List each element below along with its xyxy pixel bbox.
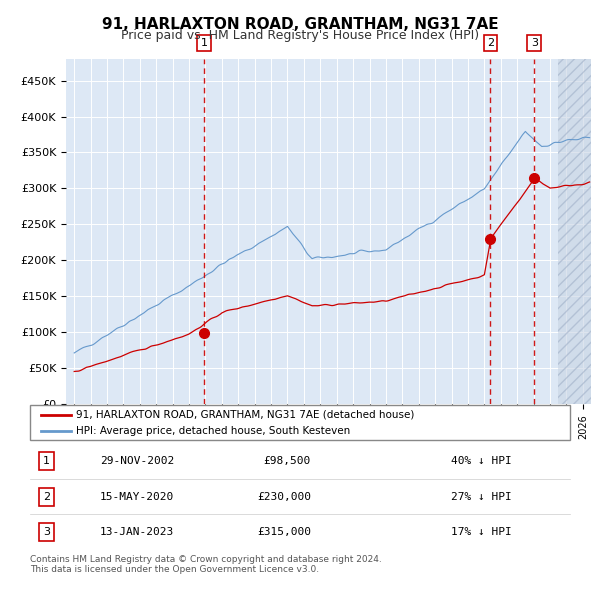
Text: 91, HARLAXTON ROAD, GRANTHAM, NG31 7AE: 91, HARLAXTON ROAD, GRANTHAM, NG31 7AE [101, 17, 499, 31]
Bar [558, 59, 591, 404]
Text: 1: 1 [43, 457, 50, 466]
Text: 91, HARLAXTON ROAD, GRANTHAM, NG31 7AE (detached house): 91, HARLAXTON ROAD, GRANTHAM, NG31 7AE (… [76, 410, 414, 420]
Text: 2: 2 [43, 492, 50, 502]
Text: 17% ↓ HPI: 17% ↓ HPI [451, 527, 512, 537]
Text: £230,000: £230,000 [257, 492, 311, 502]
Text: £98,500: £98,500 [263, 457, 311, 466]
Text: HPI: Average price, detached house, South Kesteven: HPI: Average price, detached house, Sout… [76, 426, 350, 436]
Text: 3: 3 [531, 38, 538, 48]
Text: Contains HM Land Registry data © Crown copyright and database right 2024.
This d: Contains HM Land Registry data © Crown c… [30, 555, 382, 574]
Text: 29-NOV-2002: 29-NOV-2002 [100, 457, 175, 466]
Text: 27% ↓ HPI: 27% ↓ HPI [451, 492, 512, 502]
Text: 15-MAY-2020: 15-MAY-2020 [100, 492, 175, 502]
Text: 40% ↓ HPI: 40% ↓ HPI [451, 457, 512, 466]
Text: £315,000: £315,000 [257, 527, 311, 537]
Text: 13-JAN-2023: 13-JAN-2023 [100, 527, 175, 537]
FancyBboxPatch shape [30, 405, 570, 440]
Text: 1: 1 [200, 38, 208, 48]
Text: Price paid vs. HM Land Registry's House Price Index (HPI): Price paid vs. HM Land Registry's House … [121, 30, 479, 42]
Text: 3: 3 [43, 527, 50, 537]
Text: 2: 2 [487, 38, 494, 48]
